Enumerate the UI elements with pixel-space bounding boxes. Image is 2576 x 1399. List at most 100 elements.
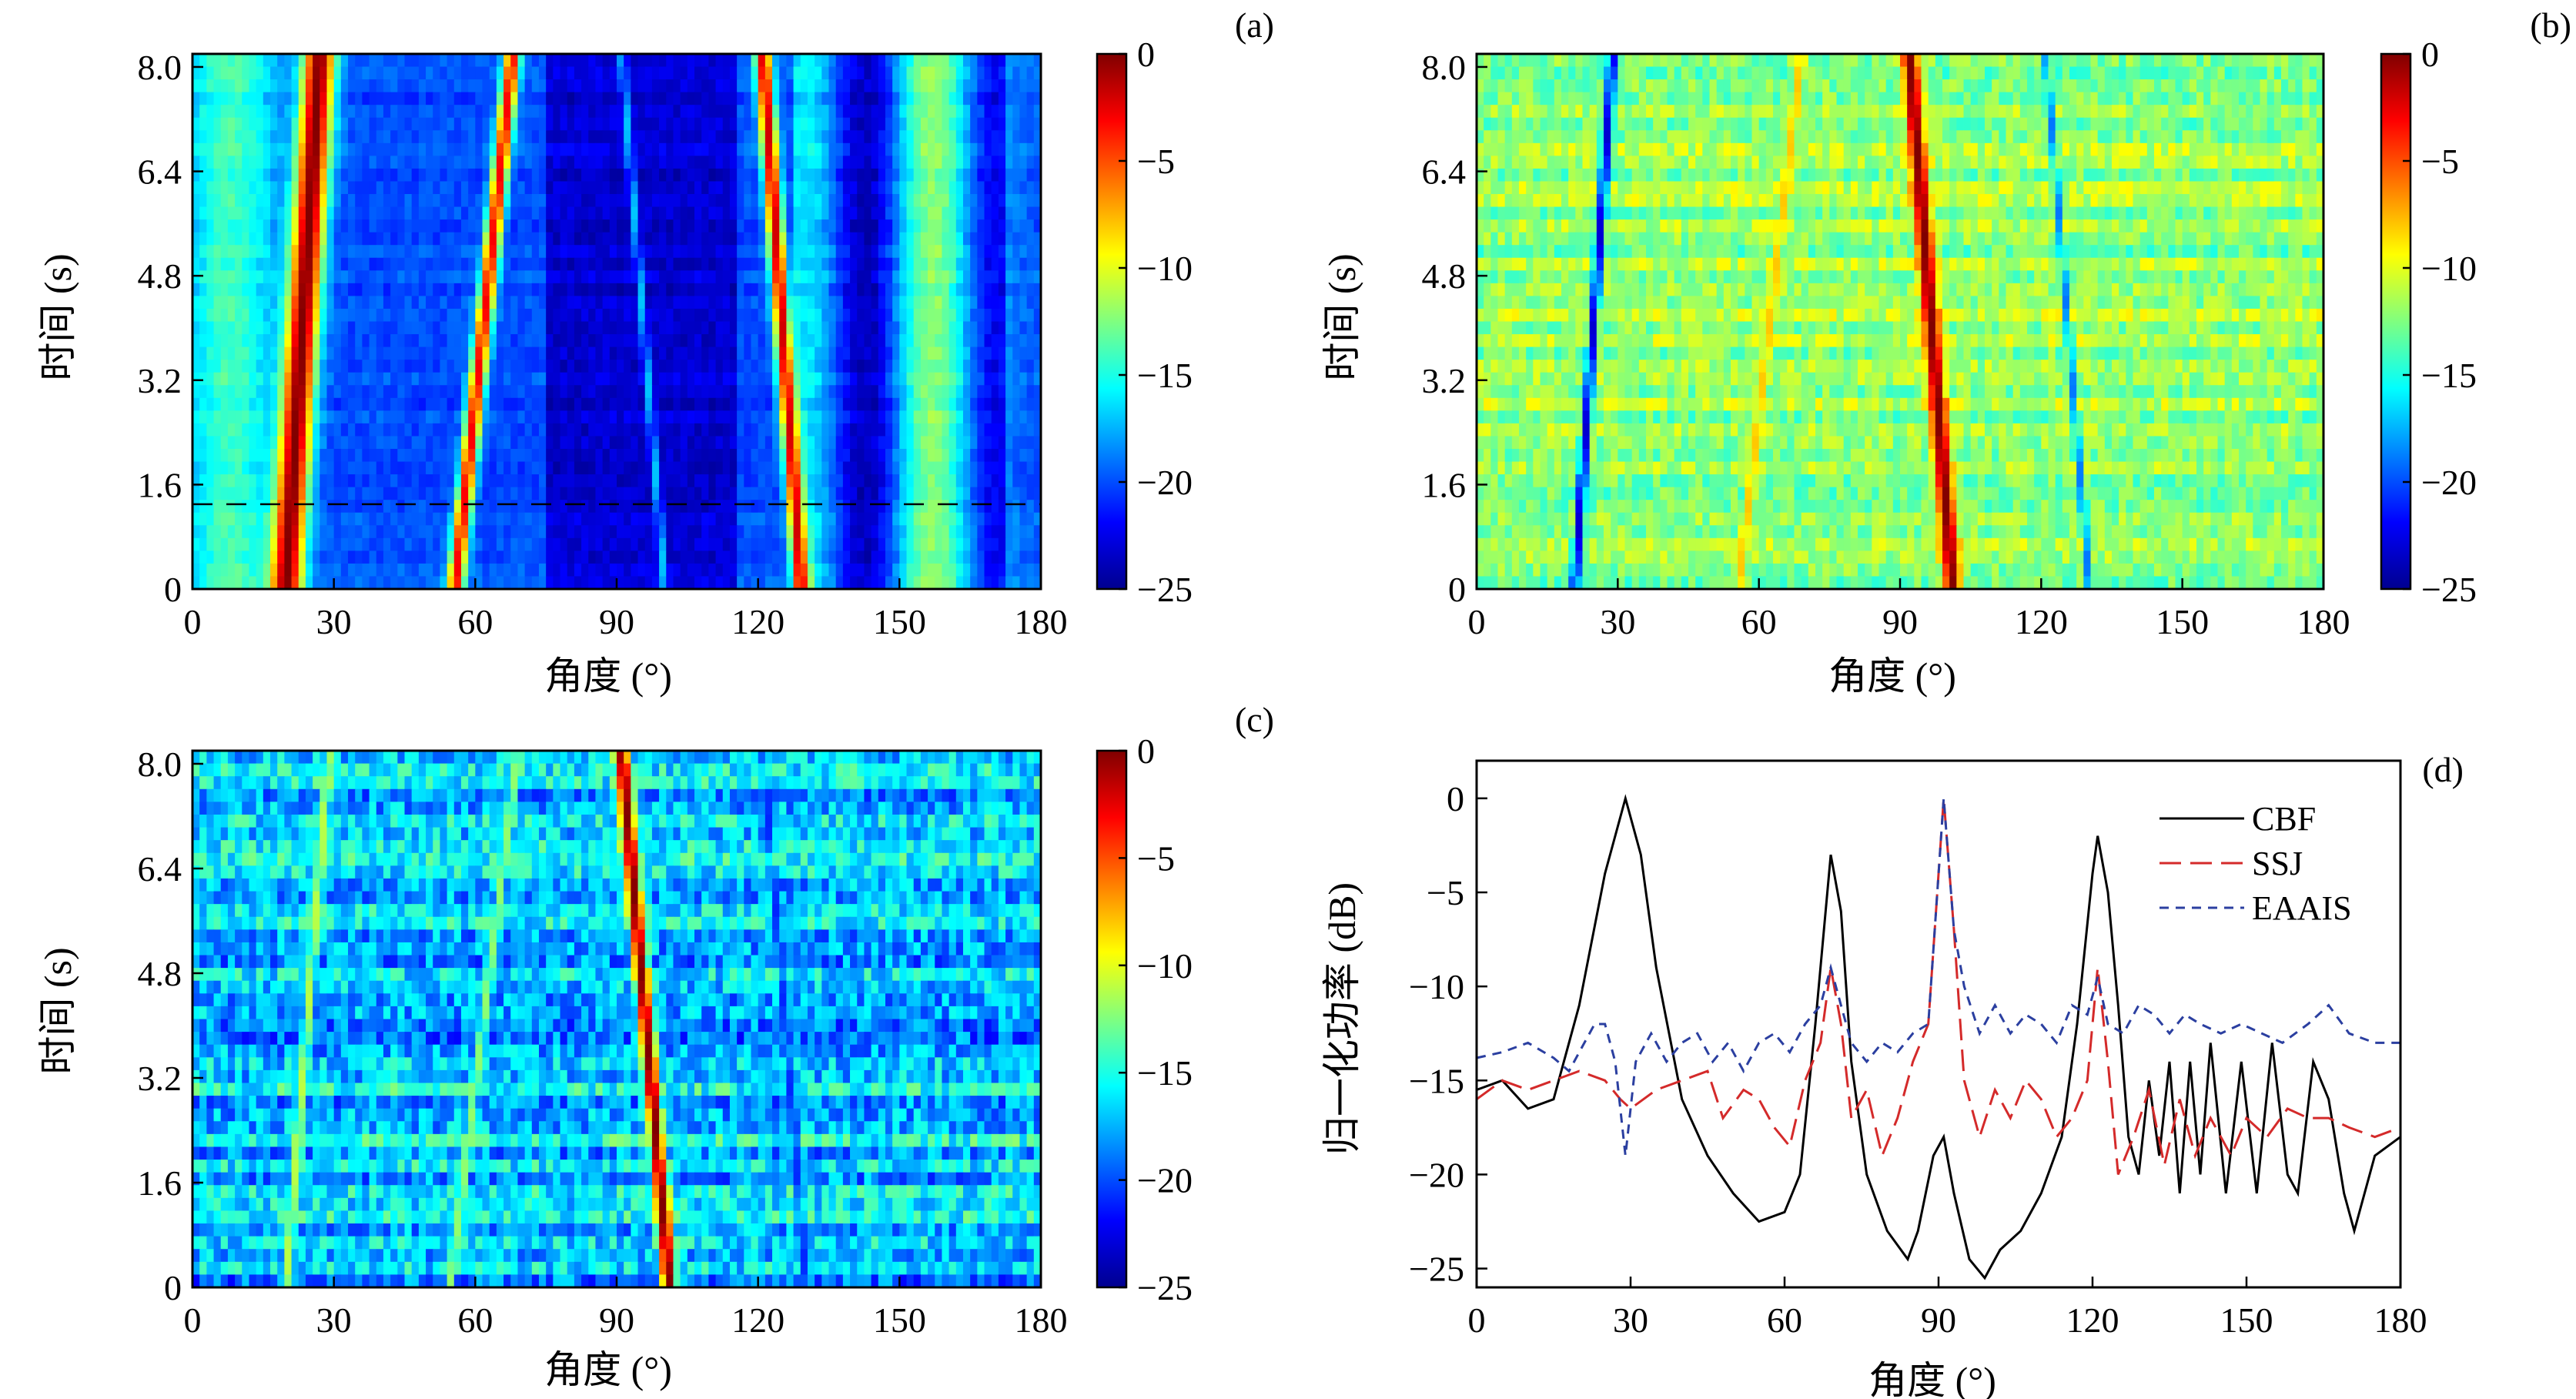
heatmap-cell — [871, 360, 879, 373]
heatmap-cell — [815, 219, 822, 233]
heatmap-cell — [538, 245, 547, 259]
heatmap-cell — [489, 525, 497, 539]
heatmap-cell — [538, 66, 547, 80]
heatmap-cell — [850, 537, 858, 551]
heatmap-cell — [729, 397, 738, 411]
heatmap-cell — [609, 117, 617, 131]
heatmap-cell — [758, 156, 766, 169]
heatmap-cell — [376, 54, 384, 68]
heatmap-cell — [263, 551, 271, 564]
heatmap-cell — [772, 500, 780, 514]
heatmap-cell — [206, 130, 215, 144]
heatmap-cell — [440, 105, 448, 119]
heatmap-cell — [326, 334, 335, 348]
heatmap-cell — [270, 487, 278, 500]
heatmap-cell — [624, 487, 631, 500]
heatmap-cell — [666, 283, 674, 297]
heatmap-cell — [617, 423, 624, 437]
heatmap-cell — [538, 563, 547, 577]
heatmap-cell — [920, 168, 928, 182]
heatmap-cell — [319, 296, 328, 310]
heatmap-cell — [355, 397, 363, 411]
heatmap-cell — [708, 512, 717, 526]
heatmap-cell — [531, 436, 540, 450]
heatmap-cell — [828, 397, 837, 411]
heatmap-cell — [609, 372, 617, 386]
heatmap-cell — [644, 105, 653, 119]
heatmap-cell — [602, 500, 611, 514]
heatmap-cell — [991, 512, 999, 526]
heatmap-cell — [637, 397, 646, 411]
heatmap-cell — [920, 448, 928, 463]
heatmap-cell — [737, 385, 744, 399]
heatmap-cell — [701, 54, 709, 68]
heatmap-cell — [298, 525, 306, 539]
heatmap-cell — [815, 156, 822, 169]
heatmap-cell — [503, 576, 511, 590]
heatmap-cell — [729, 156, 738, 169]
heatmap-cell — [680, 156, 688, 169]
heatmap-cell — [772, 537, 780, 551]
heatmap-cell — [970, 474, 978, 488]
heatmap-cell — [609, 474, 617, 488]
heatmap-cell — [977, 92, 985, 105]
heatmap-cell — [588, 257, 597, 271]
heatmap-cell — [624, 296, 631, 310]
heatmap-cell — [340, 500, 349, 514]
heatmap-cell — [842, 79, 851, 93]
heatmap-cell — [489, 283, 497, 297]
heatmap-cell — [637, 321, 646, 335]
heatmap-cell — [758, 372, 766, 386]
heatmap-cell — [779, 66, 787, 80]
heatmap-cell — [955, 66, 964, 80]
heatmap-cell — [298, 360, 306, 373]
heatmap-cell — [885, 372, 893, 386]
heatmap-cell — [1012, 563, 1021, 577]
heatmap-cell — [369, 448, 377, 463]
heatmap-cell — [256, 436, 264, 450]
heatmap-cell — [1033, 487, 1042, 500]
heatmap-cell — [772, 525, 780, 539]
heatmap-cell — [644, 219, 653, 233]
heatmap-cell — [496, 130, 504, 144]
heatmap-cell — [220, 423, 229, 437]
heatmap-cell — [928, 385, 935, 399]
heatmap-cell — [637, 334, 646, 348]
heatmap-cell — [574, 168, 582, 182]
heatmap-cell — [510, 563, 519, 577]
heatmap-cell — [531, 487, 540, 500]
heatmap-cell — [617, 525, 624, 539]
heatmap-cell — [524, 130, 533, 144]
heatmap-cell — [871, 474, 879, 488]
heatmap-cell — [482, 576, 490, 590]
heatmap-cell — [666, 423, 674, 437]
heatmap-cell — [991, 219, 999, 233]
heatmap-cell — [617, 551, 624, 564]
heatmap-cell — [991, 257, 999, 271]
heatmap-cell — [220, 512, 229, 526]
heatmap-cell — [291, 461, 299, 475]
heatmap-cell — [984, 448, 992, 463]
heatmap-cell — [468, 372, 476, 386]
heatmap-cell — [942, 512, 950, 526]
heatmap-cell — [651, 206, 660, 220]
heatmap-cell — [390, 563, 398, 577]
heatmap-cell — [524, 563, 533, 577]
heatmap-cell — [729, 360, 738, 373]
heatmap-cell — [998, 92, 1006, 105]
heatmap-cell — [955, 448, 964, 463]
heatmap-cell — [475, 461, 483, 475]
heatmap-cell — [524, 385, 533, 399]
heatmap-cell — [270, 397, 278, 411]
heatmap-cell — [617, 372, 624, 386]
heatmap-cell — [644, 54, 653, 68]
heatmap-cell — [524, 436, 533, 450]
heatmap-cell — [807, 321, 815, 335]
heatmap-cell — [440, 321, 448, 335]
heatmap-cell — [313, 206, 320, 220]
heatmap-cell — [680, 117, 688, 131]
heatmap-cell — [659, 397, 667, 411]
heatmap-cell — [779, 92, 787, 105]
heatmap-cell — [263, 525, 271, 539]
heatmap-cell — [659, 385, 667, 399]
